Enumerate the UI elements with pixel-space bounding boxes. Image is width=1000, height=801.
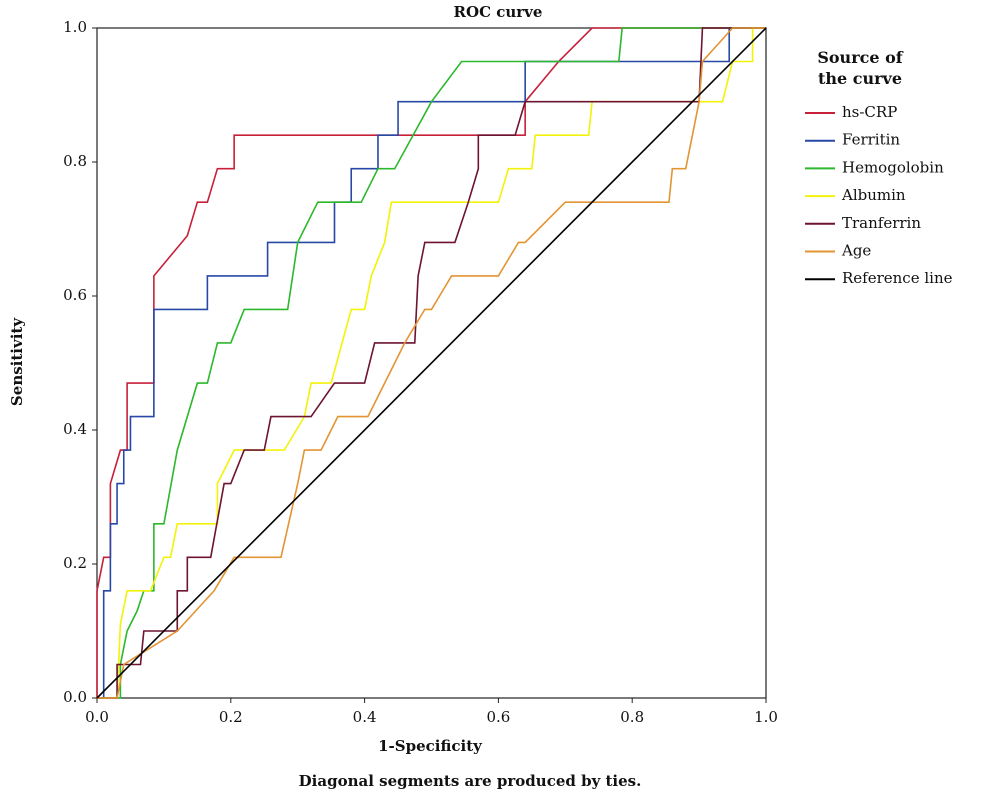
x-tick-label: 0.4 (353, 708, 377, 726)
legend-label: Tranferrin (842, 214, 921, 232)
legend-label: Ferritin (842, 131, 900, 149)
chart-title: ROC curve (454, 3, 543, 21)
footnote: Diagonal segments are produced by ties. (299, 772, 642, 790)
y-tick-label: 0.2 (63, 554, 87, 572)
plot-frame (96, 27, 767, 699)
legend-label: hs-CRP (842, 103, 897, 121)
y-tick-label: 0.0 (63, 688, 87, 706)
y-tick-label: 0.6 (63, 286, 87, 304)
y-tick-label: 0.8 (63, 152, 87, 170)
roc-line (97, 27, 766, 699)
roc-line (96, 27, 767, 699)
legend-title: Source of the curve (817, 48, 903, 88)
x-axis-label: 1-Specificity (378, 737, 483, 755)
x-tick-label: 1.0 (754, 708, 778, 726)
x-tick-label: 0.0 (85, 708, 109, 726)
x-tick-label: 0.6 (486, 708, 510, 726)
roc-line (97, 27, 766, 699)
legend-label: Albumin (841, 186, 906, 204)
legend-label: Hemogolobin (842, 158, 944, 176)
x-tick-label: 0.8 (620, 708, 644, 726)
y-tick-label: 0.4 (63, 420, 87, 438)
legend-label: Age (841, 242, 871, 260)
y-tick-label: 1.0 (63, 18, 87, 36)
x-tick-label: 0.2 (219, 708, 243, 726)
legend-label: Reference line (842, 269, 953, 287)
y-axis-label: Sensitivity (8, 317, 26, 406)
